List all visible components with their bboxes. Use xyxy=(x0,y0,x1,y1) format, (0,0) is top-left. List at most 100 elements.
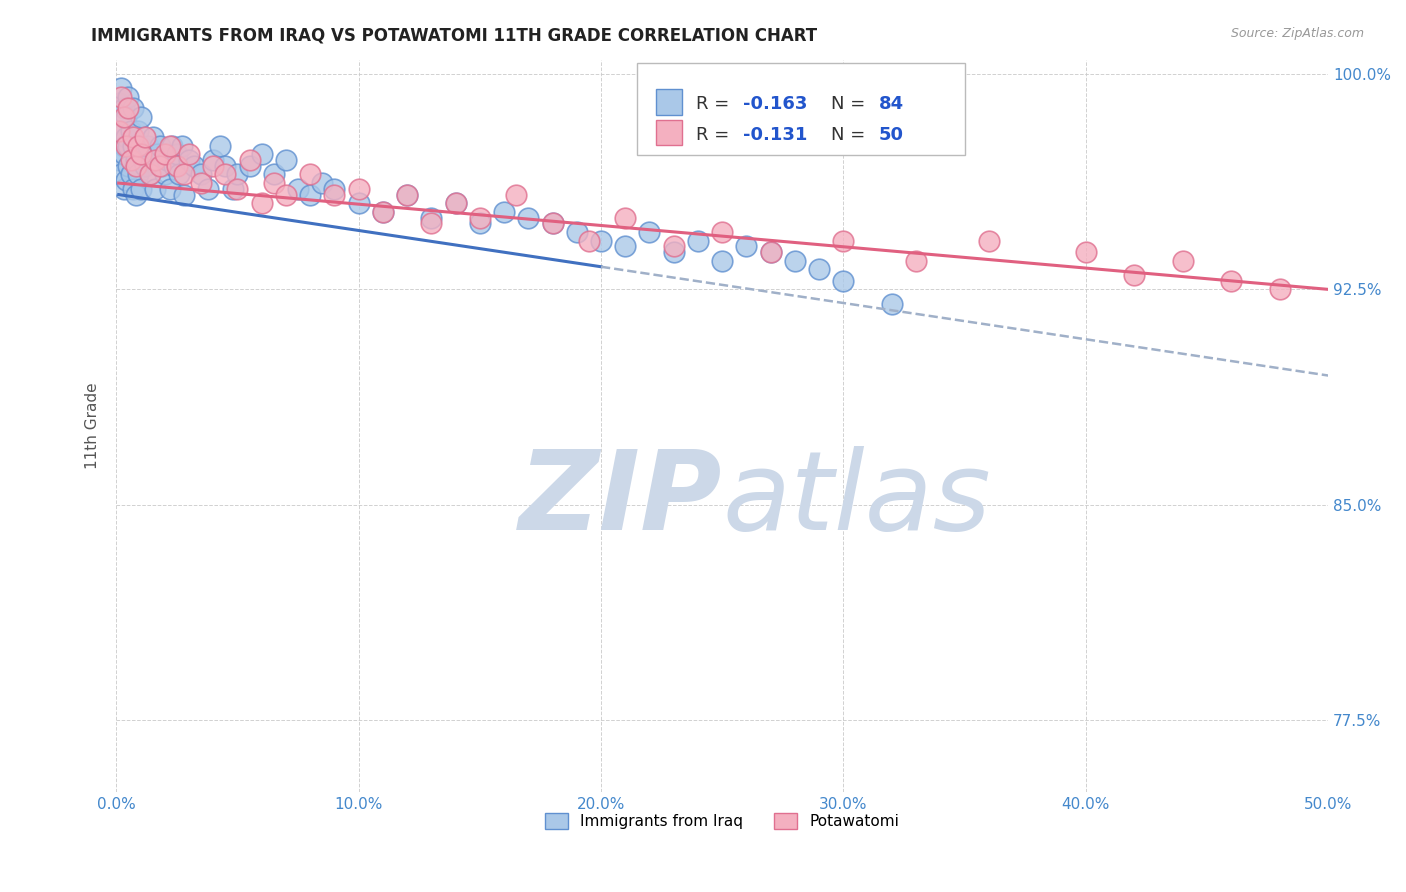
Point xyxy=(143,153,166,168)
Point xyxy=(110,90,132,104)
Text: -0.131: -0.131 xyxy=(742,126,807,144)
Text: R =: R = xyxy=(696,95,734,113)
Point xyxy=(1171,253,1194,268)
Point xyxy=(589,234,612,248)
Text: IMMIGRANTS FROM IRAQ VS POTAWATOMI 11TH GRADE CORRELATION CHART: IMMIGRANTS FROM IRAQ VS POTAWATOMI 11TH … xyxy=(91,27,817,45)
Point xyxy=(117,102,139,116)
Point xyxy=(250,147,273,161)
Point xyxy=(808,262,831,277)
Point xyxy=(371,204,394,219)
Point xyxy=(112,110,135,124)
Point xyxy=(132,153,155,168)
Point xyxy=(153,168,176,182)
Point xyxy=(129,138,152,153)
Legend: Immigrants from Iraq, Potawatomi: Immigrants from Iraq, Potawatomi xyxy=(540,807,905,836)
Point xyxy=(614,239,637,253)
Point xyxy=(832,274,855,288)
Point xyxy=(112,138,135,153)
Point xyxy=(614,211,637,225)
Point xyxy=(239,159,262,173)
FancyBboxPatch shape xyxy=(637,63,965,155)
Point xyxy=(122,182,145,196)
Point xyxy=(115,110,138,124)
Point xyxy=(150,159,173,173)
Point xyxy=(221,182,243,196)
Point xyxy=(214,168,236,182)
Point xyxy=(468,211,491,225)
Point xyxy=(129,147,152,161)
Point xyxy=(177,153,200,168)
Point xyxy=(250,196,273,211)
Point xyxy=(120,168,142,182)
Point xyxy=(142,130,165,145)
Point xyxy=(759,245,782,260)
Point xyxy=(347,182,370,196)
Point xyxy=(117,159,139,173)
Point xyxy=(159,138,181,153)
Point xyxy=(505,187,527,202)
Point xyxy=(156,153,179,168)
Point xyxy=(202,153,225,168)
Point xyxy=(299,168,322,182)
Point xyxy=(1268,282,1291,296)
Point xyxy=(735,239,758,253)
Point xyxy=(112,182,135,196)
Point xyxy=(139,168,162,182)
Point xyxy=(226,168,249,182)
Text: R =: R = xyxy=(696,126,734,144)
Point xyxy=(662,245,685,260)
Point xyxy=(977,234,1000,248)
Point xyxy=(347,196,370,211)
Text: Source: ZipAtlas.com: Source: ZipAtlas.com xyxy=(1230,27,1364,40)
Point xyxy=(468,216,491,230)
Point xyxy=(759,245,782,260)
Point xyxy=(905,253,928,268)
Text: atlas: atlas xyxy=(723,445,991,552)
Point xyxy=(117,90,139,104)
Point xyxy=(134,130,156,145)
Point xyxy=(565,225,588,239)
Point xyxy=(274,153,297,168)
Point xyxy=(159,182,181,196)
Point xyxy=(832,234,855,248)
Point xyxy=(880,296,903,310)
Point xyxy=(396,187,419,202)
Point xyxy=(274,187,297,202)
Point xyxy=(263,168,285,182)
Point xyxy=(239,153,262,168)
Point xyxy=(134,159,156,173)
Point xyxy=(163,159,186,173)
Point xyxy=(124,153,146,168)
Point xyxy=(124,187,146,202)
Point xyxy=(115,173,138,187)
Point xyxy=(110,124,132,138)
Point xyxy=(541,216,564,230)
Point xyxy=(160,138,183,153)
Point xyxy=(214,159,236,173)
Point xyxy=(711,225,734,239)
Point xyxy=(263,176,285,190)
Point xyxy=(197,182,219,196)
Point xyxy=(173,168,195,182)
Point xyxy=(139,168,162,182)
Point xyxy=(129,182,152,196)
Point xyxy=(122,130,145,145)
Point xyxy=(169,168,191,182)
Text: N =: N = xyxy=(831,126,872,144)
Point xyxy=(120,124,142,138)
Point xyxy=(143,182,166,196)
Point xyxy=(122,102,145,116)
Point xyxy=(662,239,685,253)
Point xyxy=(711,253,734,268)
Point xyxy=(166,147,188,161)
Point xyxy=(444,196,467,211)
Point xyxy=(127,138,149,153)
Point xyxy=(190,176,212,190)
Point xyxy=(122,138,145,153)
Point xyxy=(1074,245,1097,260)
Point xyxy=(299,187,322,202)
Text: 50: 50 xyxy=(879,126,904,144)
Text: -0.163: -0.163 xyxy=(742,95,807,113)
Point xyxy=(127,168,149,182)
Point xyxy=(112,102,135,116)
